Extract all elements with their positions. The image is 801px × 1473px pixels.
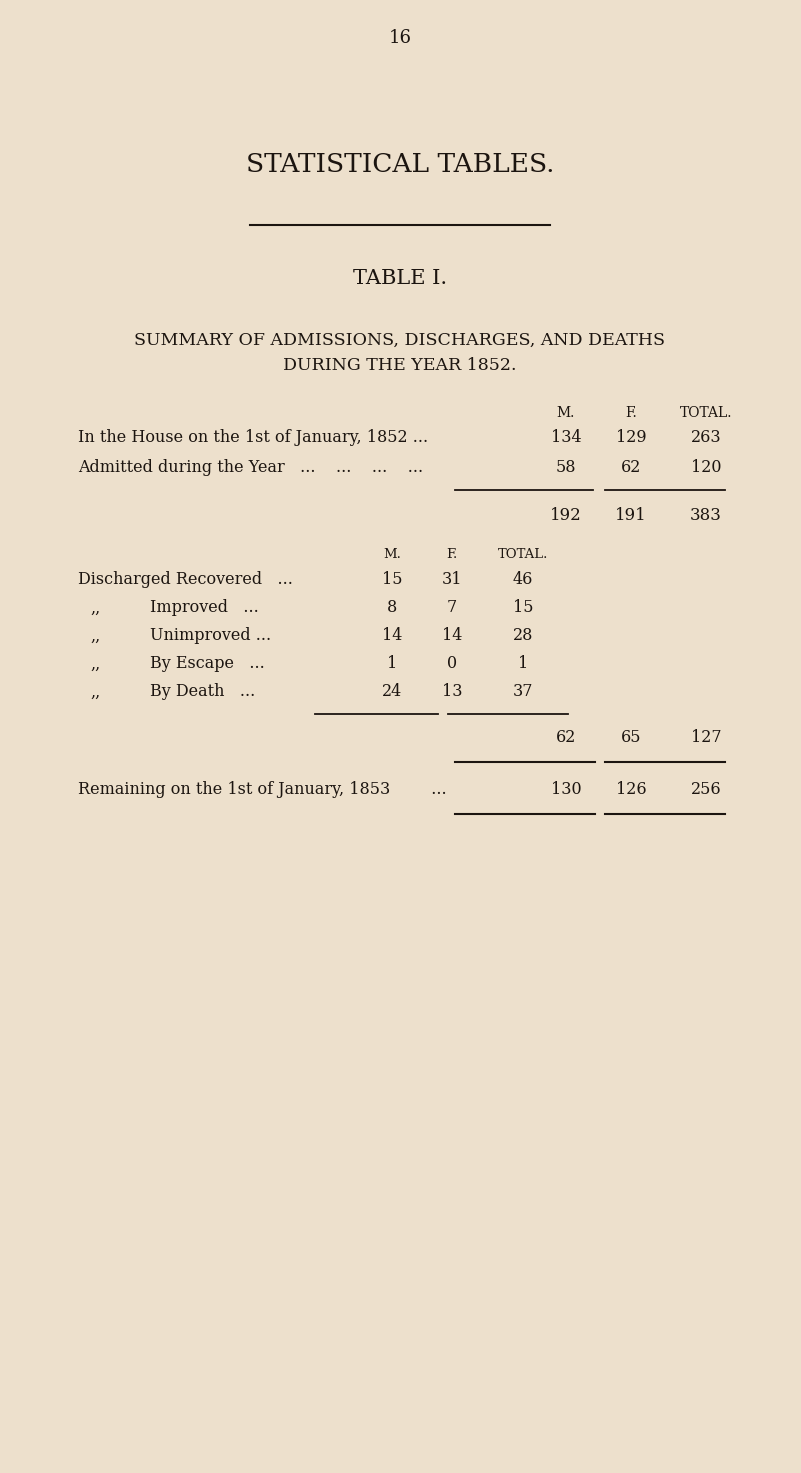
Text: 383: 383 — [690, 507, 722, 523]
Text: 24: 24 — [382, 683, 402, 701]
Text: 256: 256 — [690, 782, 722, 798]
Text: ,,: ,, — [90, 683, 100, 701]
Text: 31: 31 — [441, 572, 462, 589]
Text: 15: 15 — [513, 600, 533, 617]
Text: 130: 130 — [551, 782, 582, 798]
Text: 134: 134 — [551, 430, 582, 446]
Text: 28: 28 — [513, 627, 533, 645]
Text: Discharged Recovered   ...: Discharged Recovered ... — [78, 572, 293, 589]
Text: DURING THE YEAR 1852.: DURING THE YEAR 1852. — [284, 358, 517, 374]
Text: 58: 58 — [556, 458, 576, 476]
Text: 191: 191 — [615, 507, 647, 523]
Text: 129: 129 — [616, 430, 646, 446]
Text: Unimproved ...: Unimproved ... — [150, 627, 271, 645]
Text: 126: 126 — [616, 782, 646, 798]
Text: ,,: ,, — [90, 627, 100, 645]
Text: 1: 1 — [518, 655, 528, 673]
Text: M.: M. — [383, 548, 401, 561]
Text: 127: 127 — [690, 729, 722, 747]
Text: Admitted during the Year   ...    ...    ...    ...: Admitted during the Year ... ... ... ... — [78, 458, 423, 476]
Text: By Death   ...: By Death ... — [150, 683, 256, 701]
Text: M.: M. — [557, 407, 575, 420]
Text: Remaining on the 1st of January, 1853        ...: Remaining on the 1st of January, 1853 ..… — [78, 782, 447, 798]
Text: In the House on the 1st of January, 1852 ...: In the House on the 1st of January, 1852… — [78, 430, 428, 446]
Text: ,,: ,, — [90, 600, 100, 617]
Text: 37: 37 — [513, 683, 533, 701]
Text: 0: 0 — [447, 655, 457, 673]
Text: STATISTICAL TABLES.: STATISTICAL TABLES. — [246, 153, 554, 178]
Text: 8: 8 — [387, 600, 397, 617]
Text: 263: 263 — [690, 430, 722, 446]
Text: 13: 13 — [441, 683, 462, 701]
Text: 192: 192 — [550, 507, 582, 523]
Text: 7: 7 — [447, 600, 457, 617]
Text: TABLE I.: TABLE I. — [353, 268, 447, 287]
Text: 62: 62 — [621, 458, 641, 476]
Text: 1: 1 — [387, 655, 397, 673]
Text: TOTAL.: TOTAL. — [497, 548, 548, 561]
Text: TOTAL.: TOTAL. — [680, 407, 732, 420]
Text: 65: 65 — [621, 729, 642, 747]
Text: 120: 120 — [690, 458, 721, 476]
Text: By Escape   ...: By Escape ... — [150, 655, 265, 673]
Text: 62: 62 — [556, 729, 576, 747]
Text: F.: F. — [446, 548, 457, 561]
Text: ,,: ,, — [90, 655, 100, 673]
Text: 16: 16 — [388, 29, 412, 47]
Text: 46: 46 — [513, 572, 533, 589]
Text: F.: F. — [625, 407, 637, 420]
Text: 15: 15 — [382, 572, 402, 589]
Text: 14: 14 — [382, 627, 402, 645]
Text: 14: 14 — [442, 627, 462, 645]
Text: Improved   ...: Improved ... — [150, 600, 259, 617]
Text: SUMMARY OF ADMISSIONS, DISCHARGES, AND DEATHS: SUMMARY OF ADMISSIONS, DISCHARGES, AND D… — [135, 331, 666, 349]
